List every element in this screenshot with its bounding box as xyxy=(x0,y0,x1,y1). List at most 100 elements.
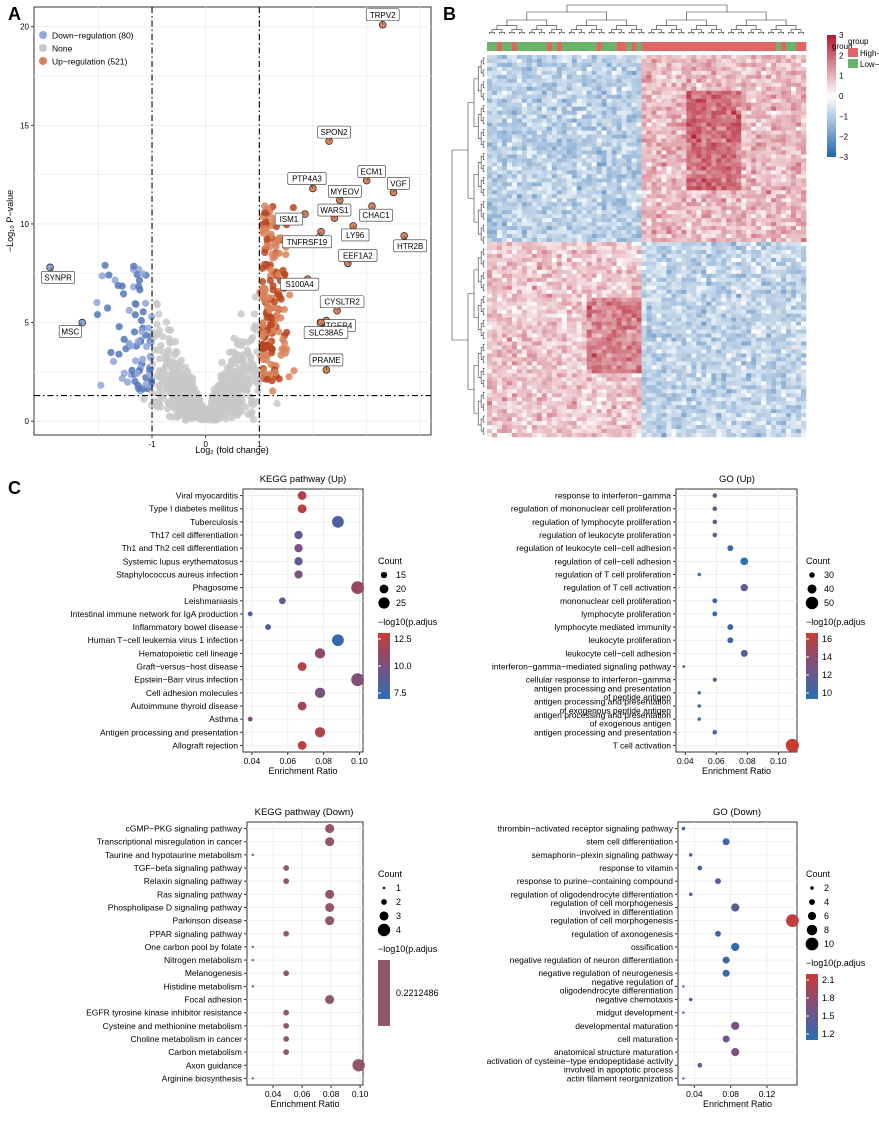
heatmap-cell xyxy=(531,162,538,167)
heatmap-cell xyxy=(606,82,612,88)
heatmap-cell xyxy=(546,86,553,92)
heatmap-cell xyxy=(621,206,627,211)
heatmap-cell xyxy=(721,55,727,60)
heatmap-cell xyxy=(616,178,622,183)
heatmap-cell xyxy=(786,174,792,179)
heatmap-cell xyxy=(771,269,777,275)
heatmap-cell xyxy=(646,150,652,155)
heatmap-cell xyxy=(571,234,578,239)
heatmap-cell xyxy=(591,246,597,251)
heatmap-cell xyxy=(491,158,498,163)
heatmap-cell xyxy=(541,198,548,203)
heatmap-cell xyxy=(666,182,672,187)
heatmap-cell xyxy=(641,82,647,88)
heatmap-cell xyxy=(696,82,702,88)
heatmap-cell xyxy=(736,98,742,104)
heatmap-cell xyxy=(686,178,692,183)
dendrogram-branch xyxy=(648,31,655,35)
heatmap-cell xyxy=(731,178,737,183)
heatmap-cell xyxy=(601,178,607,183)
heatmap-cell xyxy=(506,142,513,147)
heatmap-cell xyxy=(761,158,767,163)
heatmap-cell xyxy=(691,249,697,255)
heatmap-cell xyxy=(571,202,578,207)
heatmap-cell xyxy=(646,142,652,147)
heatmap-cell xyxy=(601,86,607,92)
heatmap-cell xyxy=(736,238,742,243)
heatmap-cell xyxy=(487,146,493,151)
heatmap-cell xyxy=(526,70,533,76)
heatmap-cell xyxy=(576,166,583,171)
heatmap-cell xyxy=(751,190,757,195)
dendrogram-branch xyxy=(482,177,485,184)
heatmap-cell xyxy=(666,218,672,223)
heatmap-cell xyxy=(676,186,682,191)
heatmap-cell xyxy=(681,222,687,227)
heatmap-cell xyxy=(716,198,722,203)
heatmap-cell xyxy=(736,174,742,179)
heatmap-cell xyxy=(596,253,602,259)
heatmap-cell xyxy=(721,242,727,247)
heatmap-cell xyxy=(661,58,667,64)
heatmap-cell xyxy=(491,110,498,115)
heatmap-cell xyxy=(561,253,568,259)
heatmap-cell xyxy=(511,58,518,64)
heatmap-cell xyxy=(761,86,767,92)
heatmap-cell xyxy=(676,154,682,159)
heatmap-cell xyxy=(561,118,568,123)
heatmap-cell xyxy=(751,70,757,76)
heatmap-cell xyxy=(691,166,697,171)
heatmap-cell xyxy=(721,94,727,100)
heatmap-cell xyxy=(511,198,518,203)
heatmap-cell xyxy=(521,226,528,231)
heatmap-cell xyxy=(741,182,747,187)
heatmap-cell xyxy=(696,126,702,131)
heatmap-cell xyxy=(796,94,802,100)
heatmap-cell xyxy=(666,142,672,147)
heatmap-cell xyxy=(626,178,632,183)
heatmap-cell xyxy=(551,78,558,84)
heatmap-cell xyxy=(576,230,583,235)
heatmap-cell xyxy=(561,261,568,267)
heatmap-cell xyxy=(651,238,657,243)
heatmap-cell xyxy=(701,166,707,171)
heatmap-cell xyxy=(561,190,568,195)
heatmap-cell xyxy=(576,202,583,207)
heatmap-cell xyxy=(731,55,737,60)
heatmap-cell xyxy=(586,146,592,151)
heatmap-cell xyxy=(696,186,702,191)
heatmap-cell xyxy=(581,130,587,135)
heatmap-cell xyxy=(736,154,742,159)
heatmap-cell xyxy=(591,182,597,187)
heatmap-cell xyxy=(561,234,568,239)
heatmap-cell xyxy=(596,138,602,143)
heatmap-cell xyxy=(661,242,667,247)
heatmap-cell xyxy=(651,257,657,263)
heatmap-cell xyxy=(666,122,672,127)
heatmap-cell xyxy=(626,234,632,239)
heatmap-cell xyxy=(616,194,622,199)
heatmap-cell xyxy=(636,90,642,96)
heatmap-cell xyxy=(676,194,682,199)
heatmap-cell xyxy=(716,202,722,207)
heatmap-cell xyxy=(671,70,677,76)
heatmap-cell xyxy=(736,218,742,223)
heatmap-cell xyxy=(661,261,667,267)
heatmap-cell xyxy=(606,273,612,279)
heatmap-cell xyxy=(526,190,533,195)
heatmap-cell xyxy=(611,178,617,183)
volcano-gene-label-box xyxy=(327,184,362,198)
heatmap-cell xyxy=(746,94,752,100)
heatmap-cell xyxy=(671,126,677,131)
heatmap-cell xyxy=(581,190,587,195)
heatmap-cell xyxy=(726,122,732,127)
volcano-point-up xyxy=(280,305,288,314)
dendrogram-branch xyxy=(750,29,762,33)
heatmap-cell xyxy=(516,226,523,231)
heatmap-cell xyxy=(691,178,697,183)
heatmap-cell xyxy=(636,214,642,219)
heatmap-cell xyxy=(656,210,662,215)
heatmap-cell xyxy=(591,166,597,171)
heatmap-cell xyxy=(661,62,667,68)
